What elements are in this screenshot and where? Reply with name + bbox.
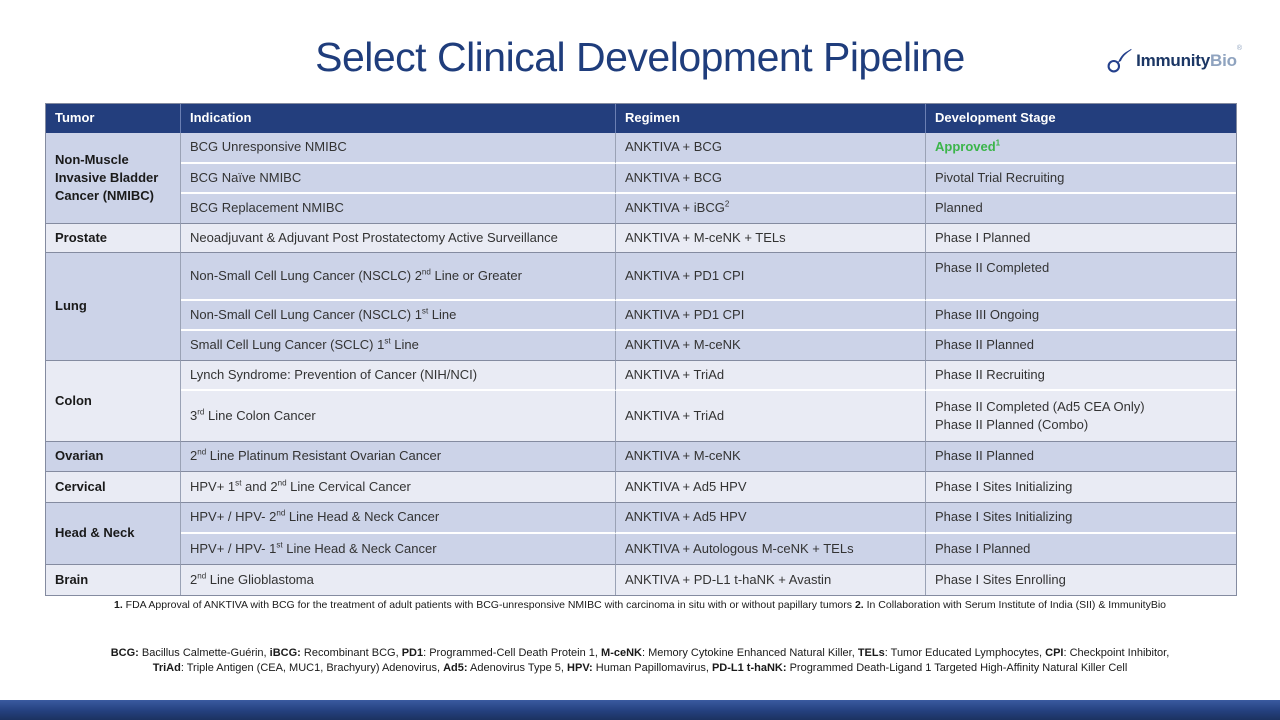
regimen-cell: ANKTIVA + iBCG2 bbox=[616, 194, 926, 224]
table-row: Head & Neck HPV+ / HPV- 2nd Line Head & … bbox=[46, 503, 1236, 565]
stage-cell: Phase I Planned bbox=[926, 224, 1236, 253]
regimen-cell: ANKTIVA + PD-L1 t-haNK + Avastin bbox=[616, 565, 926, 595]
stage-cell-approved: Approved1 bbox=[926, 133, 1236, 164]
logo-text-immunity: Immunity bbox=[1136, 51, 1211, 70]
abbreviations-line-1: BCG: Bacillus Calmette-Guérin, iBCG: Rec… bbox=[110, 647, 1170, 659]
indication-cell: Lynch Syndrome: Prevention of Cancer (NI… bbox=[181, 361, 616, 391]
table-row: 3rd Line Colon Cancer ANKTIVA + TriAd Ph… bbox=[46, 391, 1236, 442]
stage-cell: Phase I Planned bbox=[926, 534, 1236, 565]
indication-cell: HPV+ / HPV- 1st Line Head & Neck Cancer bbox=[181, 534, 616, 565]
tumor-cell-nmibc: Non-Muscle Invasive Bladder Cancer (NMIB… bbox=[46, 133, 181, 224]
stage-cell: Phase II Completed bbox=[926, 253, 1236, 301]
table-row: Small Cell Lung Cancer (SCLC) 1st Line A… bbox=[46, 331, 1236, 361]
logo-text: ImmunityBio® bbox=[1136, 45, 1242, 71]
indication-cell: BCG Naïve NMIBC bbox=[181, 164, 616, 194]
regimen-cell: ANKTIVA + BCG bbox=[616, 133, 926, 164]
immunitybio-feather-icon bbox=[1106, 48, 1132, 74]
indication-cell: HPV+ / HPV- 2nd Line Head & Neck Cancer bbox=[181, 503, 616, 534]
stage-cell: Phase II Completed (Ad5 CEA Only) Phase I… bbox=[926, 391, 1236, 442]
indication-cell: Non-Small Cell Lung Cancer (NSCLC) 1st L… bbox=[181, 301, 616, 331]
indication-cell: 3rd Line Colon Cancer bbox=[181, 391, 616, 442]
regimen-cell: ANKTIVA + Autologous M-ceNK + TELs bbox=[616, 534, 926, 565]
pipeline-table: Tumor Indication Regimen Development Sta… bbox=[45, 103, 1237, 596]
table-row: BCG Naïve NMIBC ANKTIVA + BCG Pivotal Tr… bbox=[46, 164, 1236, 194]
logo-text-bio: Bio bbox=[1210, 51, 1237, 70]
table-row: Ovarian 2nd Line Platinum Resistant Ovar… bbox=[46, 442, 1236, 472]
regimen-cell: ANKTIVA + PD1 CPI bbox=[616, 253, 926, 301]
tumor-cell-brain: Brain bbox=[46, 565, 181, 595]
regimen-cell: ANKTIVA + M-ceNK bbox=[616, 442, 926, 472]
table-row: BCG Replacement NMIBC ANKTIVA + iBCG2 Pl… bbox=[46, 194, 1236, 224]
tumor-cell-cervical: Cervical bbox=[46, 472, 181, 503]
indication-cell: Neoadjuvant & Adjuvant Post Prostatectom… bbox=[181, 224, 616, 253]
column-header-tumor: Tumor bbox=[46, 104, 181, 133]
stage-cell: Pivotal Trial Recruiting bbox=[926, 164, 1236, 194]
table-row: Cervical HPV+ 1st and 2nd Line Cervical … bbox=[46, 472, 1236, 503]
tumor-cell-colon: Colon bbox=[46, 361, 181, 442]
stage-cell: Phase I Sites Enrolling bbox=[926, 565, 1236, 595]
regimen-cell: ANKTIVA + TriAd bbox=[616, 391, 926, 442]
indication-cell: 2nd Line Glioblastoma bbox=[181, 565, 616, 595]
tumor-cell-lung: Lung bbox=[46, 253, 181, 361]
indication-cell: Non-Small Cell Lung Cancer (NSCLC) 2nd L… bbox=[181, 253, 616, 301]
regimen-cell: ANKTIVA + TriAd bbox=[616, 361, 926, 391]
table-row: Colon Lynch Syndrome: Prevention of Canc… bbox=[46, 361, 1236, 442]
footnote-approval: 1. FDA Approval of ANKTIVA with BCG for … bbox=[113, 599, 1167, 611]
abbreviations-block: BCG: Bacillus Calmette-Guérin, iBCG: Rec… bbox=[0, 646, 1280, 676]
regimen-cell: ANKTIVA + BCG bbox=[616, 164, 926, 194]
indication-cell: BCG Replacement NMIBC bbox=[181, 194, 616, 224]
regimen-cell: ANKTIVA + M-ceNK bbox=[616, 331, 926, 361]
column-header-regimen: Regimen bbox=[616, 104, 926, 133]
immunitybio-logo: ImmunityBio® bbox=[1106, 45, 1242, 74]
indication-cell: HPV+ 1st and 2nd Line Cervical Cancer bbox=[181, 472, 616, 503]
regimen-cell: ANKTIVA + PD1 CPI bbox=[616, 301, 926, 331]
table-row: Lung Non-Small Cell Lung Cancer (NSCLC) … bbox=[46, 253, 1236, 361]
table-header-row: Tumor Indication Regimen Development Sta… bbox=[46, 104, 1236, 133]
table-row: Prostate Neoadjuvant & Adjuvant Post Pro… bbox=[46, 224, 1236, 253]
indication-cell: Small Cell Lung Cancer (SCLC) 1st Line bbox=[181, 331, 616, 361]
stage-cell: Phase I Sites Initializing bbox=[926, 503, 1236, 534]
table-row: Non-Muscle Invasive Bladder Cancer (NMIB… bbox=[46, 133, 1236, 224]
table-row: Non-Small Cell Lung Cancer (NSCLC) 1st L… bbox=[46, 301, 1236, 331]
regimen-cell: ANKTIVA + Ad5 HPV bbox=[616, 503, 926, 534]
column-header-indication: Indication bbox=[181, 104, 616, 133]
regimen-cell: ANKTIVA + Ad5 HPV bbox=[616, 472, 926, 503]
tumor-cell-ovarian: Ovarian bbox=[46, 442, 181, 472]
stage-cell: Phase II Planned bbox=[926, 331, 1236, 361]
stage-cell: Phase II Planned bbox=[926, 442, 1236, 472]
abbreviations-line-2: TriAd: Triple Antigen (CEA, MUC1, Brachy… bbox=[152, 662, 1128, 674]
tumor-cell-prostate: Prostate bbox=[46, 224, 181, 253]
stage-cell: Phase I Sites Initializing bbox=[926, 472, 1236, 503]
stage-cell: Phase II Recruiting bbox=[926, 361, 1236, 391]
stage-cell: Phase III Ongoing bbox=[926, 301, 1236, 331]
table-row: Brain 2nd Line Glioblastoma ANKTIVA + PD… bbox=[46, 565, 1236, 595]
column-header-development-stage: Development Stage bbox=[926, 104, 1236, 133]
indication-cell: 2nd Line Platinum Resistant Ovarian Canc… bbox=[181, 442, 616, 472]
tumor-cell-head-neck: Head & Neck bbox=[46, 503, 181, 565]
regimen-cell: ANKTIVA + M-ceNK + TELs bbox=[616, 224, 926, 253]
stage-cell: Planned bbox=[926, 194, 1236, 224]
registered-mark: ® bbox=[1236, 45, 1242, 52]
footer-accent-bar bbox=[0, 700, 1280, 720]
indication-cell: BCG Unresponsive NMIBC bbox=[181, 133, 616, 164]
table-row: HPV+ / HPV- 1st Line Head & Neck Cancer … bbox=[46, 534, 1236, 565]
page-title: Select Clinical Development Pipeline bbox=[315, 34, 965, 80]
